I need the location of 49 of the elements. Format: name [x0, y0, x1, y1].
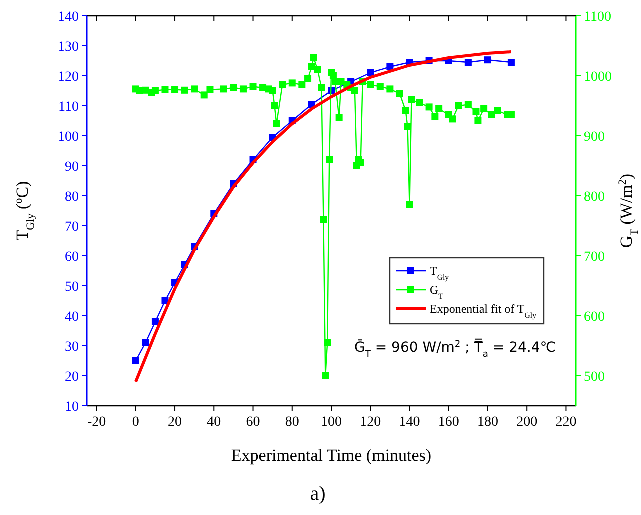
- y2-tick-label: 700: [584, 250, 605, 265]
- y2-tick-label: 800: [584, 190, 605, 205]
- x-tick-label: 20: [168, 415, 182, 430]
- y-tick-label: 130: [58, 40, 79, 55]
- y-tick-label: 70: [65, 220, 79, 235]
- point: [132, 358, 140, 364]
- y-tick-label: 10: [65, 400, 79, 415]
- x-tick-label: 60: [246, 415, 260, 430]
- y-tick-label: 100: [58, 130, 79, 145]
- x-tick-label: -20: [87, 415, 106, 430]
- x-tick-label: 220: [556, 415, 577, 430]
- y-tick-label: 30: [65, 340, 79, 355]
- y-tick-label: 110: [58, 100, 79, 115]
- y-tick-label: 60: [65, 250, 79, 265]
- y2-tick-label: 500: [584, 370, 605, 385]
- y-tick-label: 140: [58, 10, 79, 25]
- legend-label: T$_{Gly}$: [430, 264, 450, 282]
- x-tick-label: 100: [321, 415, 342, 430]
- y2-tick-label: 600: [584, 310, 605, 325]
- x-axis-title: Experimental Time (minutes): [231, 446, 432, 465]
- y-tick-label: 120: [58, 70, 79, 85]
- x-tick-label: 0: [132, 415, 140, 430]
- point: [386, 64, 394, 70]
- point: [162, 298, 169, 304]
- text: a): [310, 483, 326, 505]
- x-tick-label: 140: [399, 415, 420, 430]
- y-tick-label: 90: [65, 160, 79, 175]
- point: [508, 59, 515, 66]
- point: [367, 70, 374, 76]
- x-tick-label: 40: [207, 415, 222, 430]
- y2-tick-label: 1000: [584, 70, 612, 85]
- y-tick-label: 20: [65, 370, 79, 385]
- y-tick-label: 50: [65, 280, 79, 295]
- y-tick-label: 40: [65, 310, 79, 325]
- x-tick-label: 120: [360, 415, 382, 430]
- legend-label: Exponential fit of T$_{Gly}$: [430, 302, 537, 320]
- point: [142, 340, 150, 346]
- x-tick-label: 180: [477, 415, 498, 430]
- legend-label: G$_{T}$: [430, 283, 444, 300]
- y2-tick-label: 900: [584, 130, 605, 145]
- point: [152, 318, 159, 326]
- y2-tick-label: 1100: [584, 10, 612, 25]
- y-tick-label: 80: [65, 190, 79, 205]
- point: [484, 56, 492, 64]
- x-tick-label: 200: [516, 415, 538, 430]
- point: [464, 59, 472, 66]
- x-tick-label: 80: [285, 415, 300, 430]
- x-tick-label: 160: [438, 415, 460, 430]
- annotation: Ḡ$_{T}$ = 960 W/m$^{2}$ ; T̿$_{a}$ = 24.4℃: [354, 338, 556, 360]
